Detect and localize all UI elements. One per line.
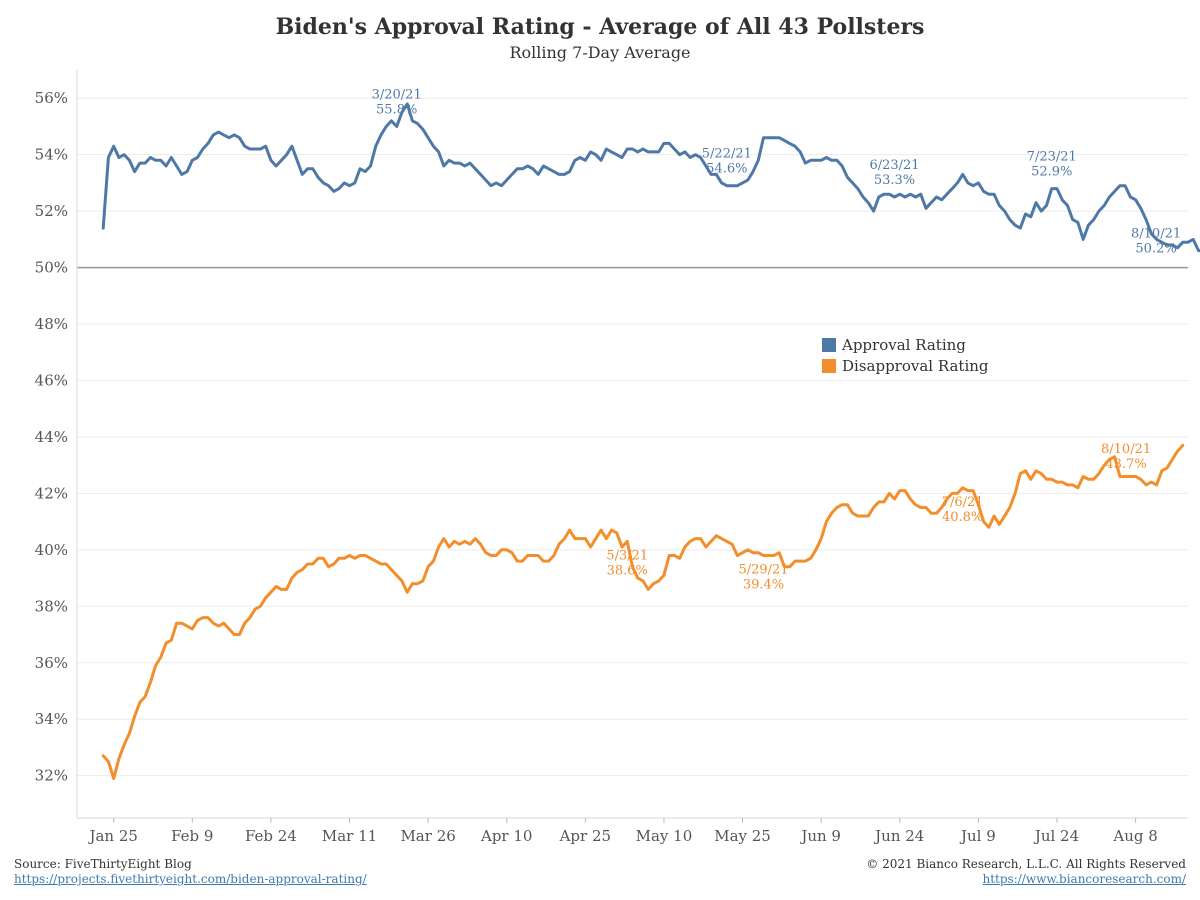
legend-label: Approval Rating: [841, 336, 966, 354]
footer-copyright: © 2021 Bianco Research, L.L.C. All Right…: [866, 857, 1186, 887]
callout-value: 43.7%: [1105, 457, 1146, 472]
y-tick-label: 40%: [35, 541, 68, 559]
x-tick-label: Apr 25: [559, 827, 611, 845]
source-text: Source: FiveThirtyEight Blog: [14, 857, 192, 871]
chart-subtitle: Rolling 7-Day Average: [509, 43, 691, 62]
callout-value: 38.6%: [607, 563, 648, 578]
y-tick-label: 56%: [35, 89, 68, 107]
y-tick-label: 52%: [35, 202, 68, 220]
x-tick-label: Apr 10: [480, 827, 532, 845]
x-tick-label: Mar 11: [322, 827, 377, 845]
callout-date: 7/23/21: [1027, 150, 1077, 165]
callout-date: 7/6/21: [942, 495, 984, 510]
approval-series-line: [101, 102, 1200, 253]
y-tick-label: 44%: [35, 428, 68, 446]
x-tick-label: Feb 24: [245, 827, 297, 845]
callout-value: 52.9%: [1031, 165, 1072, 180]
y-tick-label: 34%: [35, 710, 68, 728]
x-tick-label: Jan 25: [87, 827, 137, 845]
callout-date: 5/29/21: [738, 562, 788, 577]
y-tick-label: 42%: [35, 484, 68, 502]
y-tick-label: 32%: [35, 767, 68, 785]
x-tick-label: Jul 9: [959, 827, 996, 845]
callout-date: 6/23/21: [869, 158, 919, 173]
copyright-text: © 2021 Bianco Research, L.L.C. All Right…: [866, 857, 1186, 871]
callout-value: 50.2%: [1135, 242, 1176, 257]
x-tick-label: Jun 9: [799, 827, 841, 845]
y-tick-label: 38%: [35, 597, 68, 615]
callout-value: 40.8%: [942, 510, 983, 525]
disapproval-series-line: [101, 443, 1185, 780]
legend-swatch: [822, 359, 836, 373]
legend-label: Disapproval Rating: [842, 357, 989, 375]
y-tick-label: 46%: [35, 371, 68, 389]
footer-source: Source: FiveThirtyEight Blog https://pro…: [14, 857, 367, 887]
source-link[interactable]: https://projects.fivethirtyeight.com/bid…: [14, 872, 367, 886]
callout-date: 8/10/21: [1131, 227, 1181, 242]
y-tick-label: 36%: [35, 654, 68, 672]
x-tick-label: Feb 9: [171, 827, 213, 845]
callout-value: 53.3%: [874, 173, 915, 188]
callout-date: 5/3/21: [606, 548, 648, 563]
callout-value: 54.6%: [706, 162, 747, 177]
legend-swatch: [822, 338, 836, 352]
y-tick-label: 50%: [35, 259, 68, 277]
callout-date: 5/22/21: [702, 147, 752, 162]
x-tick-label: Jul 24: [1033, 827, 1079, 845]
x-tick-label: May 25: [714, 827, 771, 845]
callout-date: 3/20/21: [372, 87, 422, 102]
y-tick-label: 54%: [35, 146, 68, 164]
chart-title: Biden's Approval Rating - Average of All…: [275, 14, 925, 40]
callout-date: 8/10/21: [1101, 442, 1151, 457]
x-tick-label: Jun 24: [873, 827, 924, 845]
x-tick-label: May 10: [636, 827, 693, 845]
y-tick-label: 48%: [35, 315, 68, 333]
x-tick-label: Aug 8: [1112, 827, 1157, 845]
x-tick-label: Mar 26: [400, 827, 455, 845]
site-link[interactable]: https://www.biancoresearch.com/: [982, 872, 1186, 886]
callout-value: 39.4%: [743, 577, 784, 592]
callout-value: 55.8%: [376, 102, 417, 117]
